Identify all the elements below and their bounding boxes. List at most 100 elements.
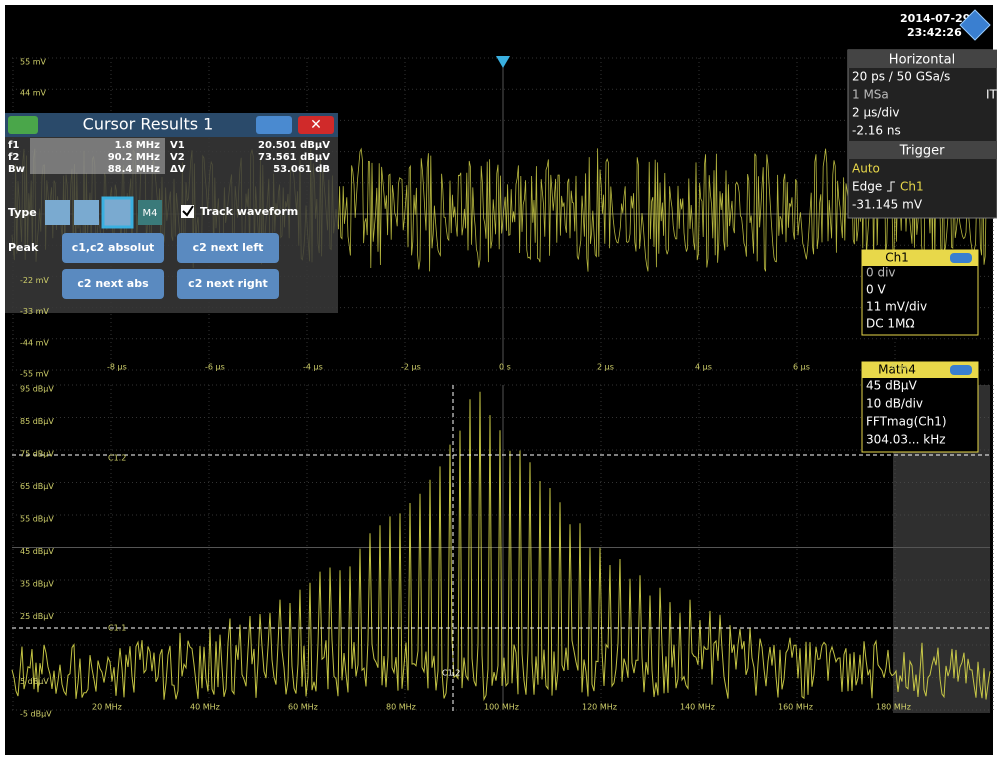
x-label: 140 MHz	[680, 703, 715, 712]
x-label: -8 µs	[107, 363, 127, 372]
minimize-button[interactable]	[950, 365, 972, 375]
tool-button[interactable]	[8, 116, 38, 134]
horizontal-position: -2.16 ns	[852, 124, 901, 138]
x-label: 160 MHz	[778, 703, 813, 712]
math4-scale: 10 dB/div	[866, 397, 923, 411]
math4-title: Math4	[878, 363, 916, 377]
cursor-value: f1	[8, 140, 19, 151]
panel-title: Trigger	[899, 144, 945, 159]
y-label: -22 mV	[20, 276, 49, 285]
button-label: c2 next left	[193, 241, 264, 254]
close-button[interactable]	[298, 116, 334, 134]
x-label: 6 µs	[793, 363, 810, 372]
source-button[interactable]	[138, 200, 162, 225]
y-label: -44 mV	[20, 338, 49, 347]
panel-title: Horizontal	[889, 53, 955, 68]
cursor-value: V1	[170, 140, 185, 151]
y-label: -55 mV	[20, 370, 49, 379]
trigger-mode: Auto	[852, 162, 880, 176]
x-label: 8 µs	[891, 363, 908, 372]
cursor-value: 53.061 dB	[273, 164, 330, 175]
y-label: 95 dBµV	[20, 385, 54, 394]
type-button[interactable]	[101, 196, 134, 229]
horizontal-mode: IT	[986, 88, 997, 102]
ch1-scale: 11 mV/div	[866, 300, 927, 314]
type-button[interactable]	[45, 200, 70, 225]
type-button[interactable]	[74, 200, 99, 225]
peak-button[interactable]	[177, 269, 279, 299]
buttons: c1,c2 absolut c2 next left c2 next abs c2 n…	[62, 233, 279, 299]
horizontal-panel	[847, 49, 997, 219]
x-label: 60 MHz	[288, 703, 318, 712]
edge-icon	[887, 181, 895, 192]
x-label: 80 MHz	[386, 703, 416, 712]
ch1-coupling: DC 1MΩ	[866, 317, 915, 331]
math4-reference: 45 dBµV	[866, 379, 918, 393]
dialog-title: Cursor Results 1	[83, 115, 214, 134]
y-label: 25 dBµV	[20, 612, 54, 621]
y-label: 85 dBµV	[20, 417, 54, 426]
x-label: 2 µs	[597, 363, 614, 372]
spectrum-trace	[11, 391, 991, 702]
freq-field	[30, 138, 165, 174]
minimize-button[interactable]	[950, 253, 972, 263]
x-label: 20 MHz	[92, 703, 122, 712]
panel-header	[848, 141, 997, 159]
ch1-position: 0 V	[866, 283, 886, 297]
y-label: -5 dBµV	[20, 710, 52, 719]
type-label: Type	[8, 206, 37, 219]
x-label: -6 µs	[205, 363, 225, 372]
y-label: 5 dBµV	[20, 677, 49, 686]
cursor-value: 20.501 dBµV	[258, 140, 330, 151]
trigger-type: Edge	[852, 180, 882, 194]
y-label: 75 dBµV	[20, 450, 54, 459]
math4-header[interactable]	[862, 362, 978, 378]
button-label: c2 next right	[188, 277, 268, 290]
track-label: Track waveform	[200, 205, 298, 218]
cursor-value: 88.4 MHz	[108, 164, 160, 175]
peak-button[interactable]	[62, 269, 164, 299]
y-label: 65 dBµV	[20, 482, 54, 491]
y-label: 45 dBµV	[20, 547, 54, 556]
peak-label: Peak	[8, 241, 39, 254]
close-icon: ✕	[310, 117, 322, 133]
source-label: M4	[143, 208, 158, 219]
y-label: 44 mV	[20, 89, 47, 98]
cursor-value: f2	[8, 152, 19, 163]
peak-button[interactable]	[62, 233, 164, 263]
ch1-title: Ch1	[885, 251, 909, 265]
peak-button[interactable]	[177, 233, 279, 263]
x-label: -2 µs	[401, 363, 421, 372]
y-label: 55 mV	[20, 58, 47, 67]
math4-function: FFTmag(Ch1)	[866, 415, 947, 429]
cursor-label: C1.2	[442, 669, 460, 678]
x-label: 40 MHz	[190, 703, 220, 712]
x-label: 0 s	[499, 363, 511, 372]
horizontal-record: 1 MSa	[852, 88, 889, 102]
logo	[959, 9, 991, 41]
cursor-value: 90.2 MHz	[108, 152, 160, 163]
button-label: c2 next abs	[77, 277, 149, 290]
x-label: 120 MHz	[582, 703, 617, 712]
trigger-level: -31.145 mV	[852, 198, 923, 212]
time: 23:42:26	[907, 26, 962, 39]
cursor-value: 73.561 dBµV	[258, 152, 330, 163]
cursor-value: V2	[170, 152, 185, 163]
x-label: 180 MHz	[876, 703, 911, 712]
horizontal-scale: 2 µs/div	[852, 106, 899, 120]
x-label: 100 MHz	[484, 703, 519, 712]
date: 2014-07-29	[900, 12, 970, 25]
trigger-source: Ch1	[900, 180, 924, 194]
cursor-label: C1.1	[108, 624, 126, 633]
button-label: c1,c2 absolut	[72, 241, 155, 254]
check-mark	[182, 205, 194, 217]
cursor-value: Bw	[8, 164, 25, 175]
minimize-button[interactable]	[256, 116, 292, 134]
y-label: 35 dBµV	[20, 580, 54, 589]
trigger-marker	[496, 56, 510, 68]
ch1-offset: 0 div	[866, 266, 896, 280]
math4-rbw: 304.03... kHz	[866, 433, 946, 447]
y-label: 55 dBµV	[20, 515, 54, 524]
ch1-header[interactable]	[862, 250, 978, 266]
